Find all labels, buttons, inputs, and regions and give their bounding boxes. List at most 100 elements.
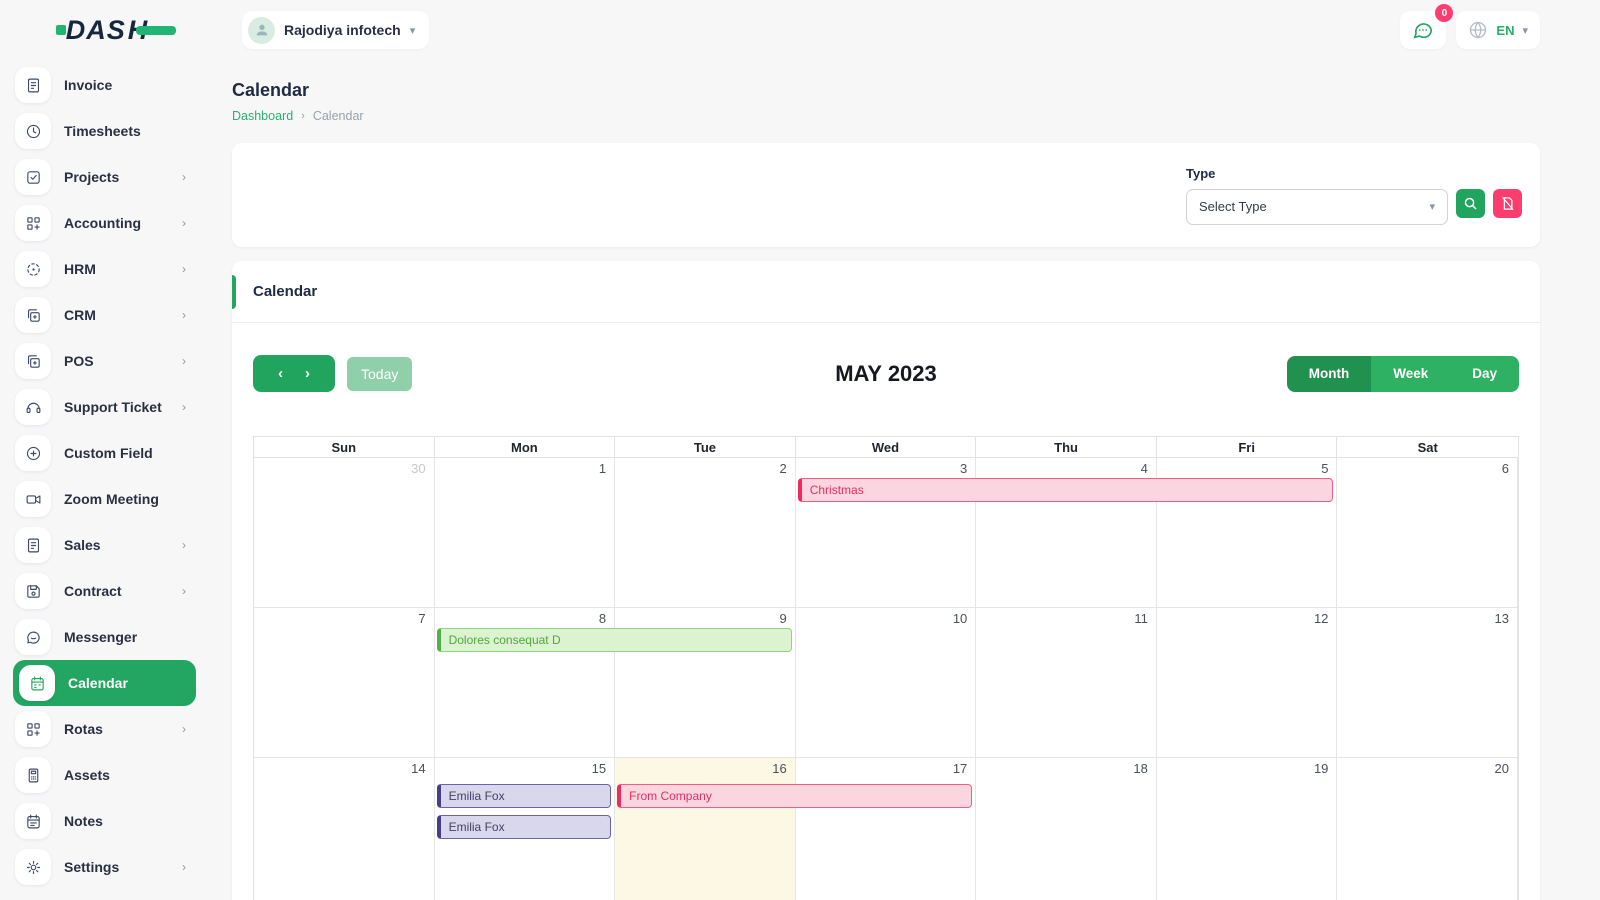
sidebar-item-timesheets[interactable]: Timesheets [0,108,232,154]
prev-month-button[interactable]: ‹ [278,365,283,382]
logo-text: DAS [65,14,126,45]
day-cell-14[interactable]: 14 [254,758,435,900]
today-button[interactable]: Today [347,356,413,391]
sidebar-item-invoice[interactable]: Invoice [0,62,232,108]
messages-button[interactable]: 0 [1400,4,1454,49]
sidebar-item-label: Assets [64,767,110,783]
sidebar-item-sales[interactable]: Sales › [0,522,232,568]
chevron-right-icon: › [182,308,186,322]
chevron-right-icon: › [182,400,186,414]
sidebar-icon-box [19,665,55,701]
sidebar-item-crm[interactable]: CRM › [0,292,232,338]
clear-filter-icon [1502,196,1514,210]
chat-bubble-icon [1413,23,1433,39]
sidebar-item-zoom-meeting[interactable]: Zoom Meeting [0,476,232,522]
day-cell-6[interactable]: 6 [1337,458,1518,608]
page-title: Calendar [232,80,310,100]
sidebar-icon-box [15,711,51,747]
messages-badge: 0 [1435,4,1454,22]
sidebar-item-projects[interactable]: Projects › [0,154,232,200]
chat-icon [26,631,40,644]
app-logo[interactable]: DAS H [0,15,232,46]
calendar-event[interactable]: Christmas [797,478,1334,502]
day-cell-15[interactable]: 15 [435,758,616,900]
chevron-right-icon: › [182,860,186,874]
sidebar-item-contract[interactable]: Contract › [0,568,232,614]
sidebar-item-notes[interactable]: Notes [0,798,232,844]
search-button[interactable] [1456,188,1485,218]
day-cell-18[interactable]: 18 [976,758,1157,900]
next-month-button[interactable]: › [305,365,310,382]
day-cell-7[interactable]: 7 [254,608,435,758]
dow-header-wed: Wed [795,437,977,458]
view-button-month[interactable]: Month [1286,355,1372,392]
sidebar-item-rotas[interactable]: Rotas › [0,706,232,752]
sidebar-item-custom-field[interactable]: Custom Field [0,430,232,476]
sidebar-item-pos[interactable]: POS › [0,338,232,384]
calendar-event[interactable]: Emilia Fox [436,815,612,839]
sidebar-icon-box [15,159,51,195]
main-content: Calendar Dashboard › Calendar Type Selec… [232,60,1600,900]
sidebar-item-label: Invoice [64,77,113,93]
calendar-event[interactable]: Emilia Fox [436,784,612,808]
sidebar-item-assets[interactable]: Assets [0,752,232,798]
sidebar-item-label: Custom Field [64,445,153,461]
chevron-right-icon: › [182,170,186,184]
sidebar-item-label: Accounting [64,215,141,231]
sidebar-item-support-ticket[interactable]: Support Ticket › [0,384,232,430]
sidebar-item-hrm[interactable]: HRM › [0,246,232,292]
chevron-right-icon: › [182,262,186,276]
day-cell-9[interactable]: 9 [615,608,796,758]
workspace-name: Rajodiya infotech [284,22,401,38]
sidebar-item-calendar[interactable]: Calendar [13,660,196,706]
breadcrumb-current: Calendar [312,109,364,123]
invoice-icon [27,78,39,92]
day-cell-4[interactable]: 4 [976,458,1157,608]
day-cell-10[interactable]: 10 [795,608,977,758]
day-cell-12[interactable]: 12 [1156,608,1338,758]
notes-icon [26,814,40,828]
view-button-week[interactable]: Week [1371,355,1451,392]
sidebar-item-messenger[interactable]: Messenger [0,614,232,660]
day-cell-20[interactable]: 20 [1337,758,1518,900]
workspace-switcher[interactable]: Rajodiya infotech ▾ [242,11,430,49]
day-cell-17[interactable]: 17 [796,758,977,900]
sidebar-item-label: Timesheets [64,123,141,139]
sidebar-item-settings[interactable]: Settings › [0,844,232,890]
top-actions: 0 EN ▾ [1400,4,1540,49]
search-icon [1464,197,1477,210]
day-cell-5[interactable]: 5 [1156,458,1338,608]
day-cell-3[interactable]: 3 [795,458,977,608]
day-cell-8[interactable]: 8 [434,608,616,758]
sidebar-item-accounting[interactable]: Accounting › [0,200,232,246]
day-cell-19[interactable]: 19 [1157,758,1338,900]
sidebar-icon-box [15,757,51,793]
sidebar-icon-box [15,527,51,563]
calendar-event[interactable]: From Company [617,784,973,808]
calculator-icon [28,768,38,782]
headset-icon [26,402,40,413]
sidebar-icon-box [15,619,51,655]
day-cell-1[interactable]: 1 [434,458,616,608]
calendar-card: Calendar ‹ › Today MAY 2023 Month Week Day… [232,261,1540,900]
dow-header-fri: Fri [1156,437,1338,458]
language-selector[interactable]: EN ▾ [1456,11,1540,49]
sidebar-icon-box [15,67,51,103]
type-select[interactable]: Select Type ▾ [1186,188,1448,225]
reset-filter-button[interactable] [1493,188,1522,218]
day-cell-16[interactable]: 16 [615,758,796,900]
person-icon [256,24,267,36]
day-cell-11[interactable]: 11 [976,608,1157,758]
chevron-down-icon: ▾ [409,24,416,37]
view-button-day[interactable]: Day [1450,355,1519,392]
sidebar-item-label: HRM [64,261,96,277]
week-row-1: 7 8 9 10 11 12 13 Dolores consequat D [254,608,1518,758]
breadcrumb-dashboard-link[interactable]: Dashboard [232,109,294,123]
day-cell-13[interactable]: 13 [1337,608,1518,758]
day-cell-30[interactable]: 30 [254,458,435,608]
calendar-event[interactable]: Dolores consequat D [436,628,792,652]
day-cell-2[interactable]: 2 [615,458,796,608]
chevron-down-icon: ▾ [1522,24,1528,37]
target-icon [26,262,40,276]
dow-header-tue: Tue [615,437,796,458]
